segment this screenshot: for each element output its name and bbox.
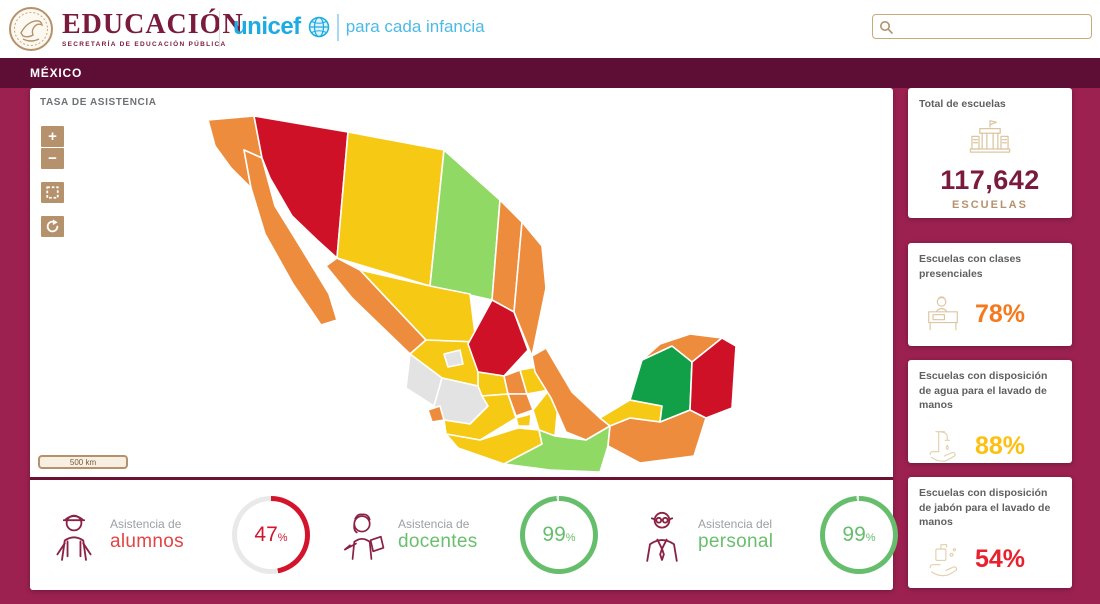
header-divider xyxy=(219,11,220,47)
student-icon xyxy=(56,514,92,561)
water-hand-icon xyxy=(929,431,956,462)
school-building-icon xyxy=(969,119,1011,153)
sep-logo-text: EDUCACIÓN SECRETARÍA DE EDUCACIÓN PÚBLIC… xyxy=(62,8,244,48)
attendance-stats-row: Asistencia de alumnos 47% Asis xyxy=(30,480,898,590)
map-state-baja-california-sur[interactable] xyxy=(243,149,338,326)
card-jabon-lavado-manos: Escuelas con disposición de jabón para e… xyxy=(908,477,1072,588)
card-agua-lavado-manos: Escuelas con disposición de agua para el… xyxy=(908,360,1072,463)
soap-hand-icon xyxy=(929,544,958,577)
map-panel: TASA DE ASISTENCIA + − 500 km xyxy=(30,88,898,590)
minus-icon: − xyxy=(48,150,57,167)
staff-icon xyxy=(646,511,678,562)
stat-label-bottom: docentes xyxy=(398,531,478,552)
stat-label-top: Asistencia de xyxy=(110,517,182,531)
search-input[interactable] xyxy=(897,19,1085,34)
zoom-out-button[interactable]: − xyxy=(41,148,64,169)
teacher-icon xyxy=(344,513,385,560)
unicef-tagline: para cada infancia xyxy=(345,17,485,36)
map-state-oaxaca[interactable] xyxy=(503,425,611,473)
attendance-donut-alumnos: 47% xyxy=(232,496,310,574)
stat-label-top: Asistencia de xyxy=(398,517,470,531)
attendance-donut-docentes: 99% xyxy=(520,496,598,574)
unicef-globe-icon xyxy=(308,16,329,38)
attendance-donut-personal: 99% xyxy=(820,496,898,574)
stat-label-bottom: personal xyxy=(698,531,774,552)
search-box[interactable] xyxy=(872,14,1092,39)
card-percent: 78% xyxy=(975,299,1026,328)
search-icon xyxy=(880,20,893,34)
map-state-tamaulipas[interactable] xyxy=(513,221,547,357)
unicef-logo: unicef para cada infancia xyxy=(233,13,485,41)
map-states[interactable] xyxy=(207,115,737,473)
stat-personal: Asistencia del personal 99% xyxy=(638,496,898,574)
card-clases-presenciales: Escuelas con clases presenciales 78% xyxy=(908,243,1072,346)
stat-alumnos: Asistencia de alumnos 47% xyxy=(50,496,310,574)
map-state-chihuahua[interactable] xyxy=(336,131,445,287)
card-title: Escuelas con clases presenciales xyxy=(919,253,1022,280)
map-state-aguascalientes[interactable] xyxy=(443,349,464,368)
sep-logo: EDUCACIÓN SECRETARÍA DE EDUCACIÓN PÚBLIC… xyxy=(8,4,244,54)
classroom-icon xyxy=(928,296,958,331)
map-title: TASA DE ASISTENCIA xyxy=(40,97,157,108)
card-percent: 88% xyxy=(975,431,1026,460)
zoom-extent-button[interactable] xyxy=(41,182,64,203)
map-state-morelos[interactable] xyxy=(515,413,532,427)
card-percent: 54% xyxy=(975,544,1026,573)
card-title: Escuelas con disposición de jabón para e… xyxy=(919,487,1051,529)
stats-divider xyxy=(30,477,893,480)
map-state-durango[interactable] xyxy=(359,269,477,343)
zoom-in-button[interactable]: + xyxy=(41,126,64,147)
refresh-button[interactable] xyxy=(41,216,64,237)
map-scale-label: 500 km xyxy=(69,457,97,467)
refresh-icon xyxy=(46,219,59,233)
stat-docentes: Asistencia de docentes 99% xyxy=(338,496,598,574)
agency-subtitle: SECRETARÍA DE EDUCACIÓN PÚBLICA xyxy=(62,40,227,48)
card-title: Escuelas con disposición de agua para el… xyxy=(919,370,1048,412)
card-title: Total de escuelas xyxy=(919,98,1006,110)
map-scale-bar: 500 km xyxy=(38,455,128,469)
mexico-choropleth-map[interactable] xyxy=(30,88,893,477)
total-schools-value: 117,642 xyxy=(940,164,1040,195)
location-bar: MÉXICO xyxy=(0,58,1100,88)
map-state-quintana-roo[interactable] xyxy=(689,337,737,419)
mexico-seal-icon xyxy=(9,7,53,51)
zoom-extent-icon xyxy=(46,186,59,199)
stat-label-bottom: alumnos xyxy=(110,531,184,552)
unicef-wordmark: unicef xyxy=(233,13,301,40)
unicef-separator xyxy=(336,13,339,41)
app-header: EDUCACIÓN SECRETARÍA DE EDUCACIÓN PÚBLIC… xyxy=(0,0,1100,58)
stat-label-top: Asistencia del xyxy=(698,517,773,531)
total-schools-unit: ESCUELAS xyxy=(952,198,1028,211)
plus-icon: + xyxy=(48,128,57,145)
card-total-escuelas: Total de escuelas 117,642 ESCUELAS xyxy=(908,88,1072,218)
agency-title: EDUCACIÓN xyxy=(62,8,244,40)
map-controls: + − xyxy=(41,126,64,237)
location-title: MÉXICO xyxy=(30,66,83,80)
